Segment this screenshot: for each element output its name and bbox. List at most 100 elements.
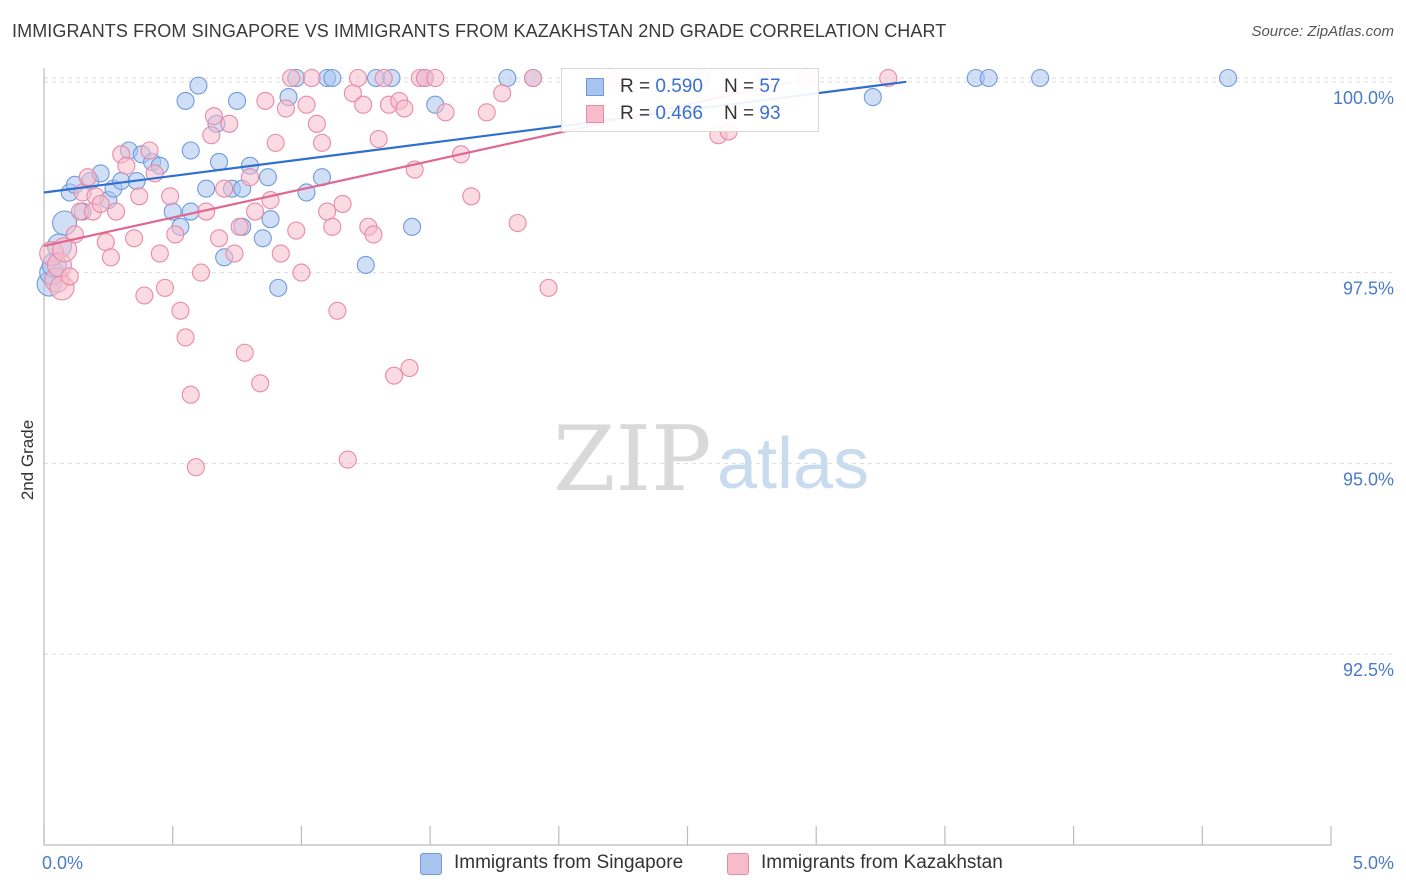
point-kazakhstan-81 <box>493 84 512 103</box>
point-kazakhstan-60 <box>338 450 357 469</box>
axis-layer <box>43 68 1332 846</box>
point-kazakhstan-51 <box>292 263 311 282</box>
point-kazakhstan-66 <box>369 130 388 149</box>
point-singapore-52 <box>863 88 882 107</box>
point-singapore-29 <box>228 91 247 110</box>
point-kazakhstan-40 <box>235 343 254 362</box>
y-tick-label-3: 92.5% <box>1343 660 1394 680</box>
tick-label-layer: 100.0% 97.5% 95.0% 92.5% 0.0% 5.0% <box>42 88 1394 873</box>
point-kazakhstan-63 <box>354 95 373 114</box>
legend-label-kazakhstan: Immigrants from Kazakhstan <box>761 852 1003 873</box>
point-kazakhstan-58 <box>328 301 347 320</box>
point-kazakhstan-53 <box>302 68 321 88</box>
watermark: ZIP atlas <box>553 407 869 512</box>
point-kazakhstan-50 <box>287 221 306 240</box>
point-kazakhstan-35 <box>209 229 229 248</box>
point-kazakhstan-79 <box>462 187 481 206</box>
point-kazakhstan-37 <box>220 114 239 133</box>
point-singapore-26 <box>209 152 229 172</box>
point-singapore-43 <box>356 255 375 275</box>
point-kazakhstan-47 <box>271 244 290 263</box>
point-singapore-54 <box>979 68 998 88</box>
point-kazakhstan-80 <box>477 103 496 122</box>
point-kazakhstan-57 <box>323 217 342 236</box>
y-tick-label-1: 97.5% <box>1343 279 1394 299</box>
point-kazakhstan-44 <box>256 91 275 110</box>
point-kazakhstan-18 <box>125 229 144 248</box>
point-singapore-56 <box>1218 68 1238 88</box>
point-singapore-42 <box>323 68 342 88</box>
point-kazakhstan-31 <box>191 263 211 282</box>
point-kazakhstan-71 <box>395 99 414 118</box>
watermark-atlas: atlas <box>717 424 869 504</box>
point-kazakhstan-20 <box>135 286 154 305</box>
point-singapore-22 <box>189 76 208 95</box>
point-kazakhstan-15 <box>107 202 126 221</box>
point-kazakhstan-67 <box>374 68 393 88</box>
point-kazakhstan-39 <box>230 217 249 236</box>
point-kazakhstan-43 <box>251 374 270 393</box>
n-value-kazakhstan: 93 <box>759 103 781 124</box>
point-singapore-24 <box>197 179 216 198</box>
point-singapore-20 <box>176 91 195 110</box>
point-kazakhstan-14 <box>101 248 120 267</box>
point-kazakhstan-5 <box>60 267 79 286</box>
legend-label-singapore: Immigrants from Singapore <box>454 852 684 873</box>
point-kazakhstan-59 <box>333 194 352 213</box>
point-kazakhstan-76 <box>426 68 445 88</box>
point-kazakhstan-19 <box>130 187 149 206</box>
point-kazakhstan-72 <box>400 358 419 378</box>
point-kazakhstan-12 <box>91 194 110 213</box>
point-kazakhstan-38 <box>225 244 244 263</box>
point-singapore-46 <box>403 217 422 236</box>
legend-swatch-singapore <box>420 853 442 875</box>
x-tick-label-1: 5.0% <box>1353 853 1394 873</box>
chart-source: Source: ZipAtlas.com <box>1251 23 1394 40</box>
point-kazakhstan-28 <box>176 328 195 347</box>
r-value-singapore: 0.590 <box>655 76 703 97</box>
stats-legend: R = 0.590 N = 57 R = 0.466 N = 93 <box>561 68 819 132</box>
point-kazakhstan-90 <box>879 68 898 88</box>
x-tick-label-0: 0.0% <box>42 853 83 873</box>
point-kazakhstan-13 <box>96 233 115 252</box>
point-kazakhstan-82 <box>508 213 527 233</box>
legend-swatch-kazakhstan <box>586 105 604 123</box>
point-singapore-33 <box>253 229 272 248</box>
point-kazakhstan-52 <box>297 95 316 114</box>
point-kazakhstan-17 <box>117 156 136 175</box>
point-kazakhstan-24 <box>155 278 175 297</box>
y-tick-label-2: 95.0% <box>1343 469 1394 489</box>
point-kazakhstan-54 <box>307 114 326 133</box>
point-kazakhstan-30 <box>186 458 205 477</box>
point-kazakhstan-69 <box>385 366 404 385</box>
point-singapore-21 <box>181 141 200 160</box>
points-layer <box>36 68 1238 477</box>
point-kazakhstan-46 <box>266 133 285 152</box>
point-kazakhstan-83 <box>524 68 543 88</box>
point-kazakhstan-62 <box>348 68 368 88</box>
point-kazakhstan-27 <box>171 301 190 320</box>
point-kazakhstan-41 <box>240 168 259 187</box>
point-singapore-36 <box>269 278 288 297</box>
point-kazakhstan-34 <box>204 107 223 126</box>
point-kazakhstan-21 <box>140 141 159 160</box>
point-singapore-55 <box>1031 68 1050 88</box>
series-legend: Immigrants from Singapore Immigrants fro… <box>0 851 1406 877</box>
watermark-zip: ZIP <box>553 407 712 512</box>
point-kazakhstan-42 <box>246 202 265 221</box>
point-kazakhstan-49 <box>282 68 301 88</box>
point-kazakhstan-56 <box>318 202 337 221</box>
point-kazakhstan-77 <box>436 103 455 122</box>
point-kazakhstan-23 <box>150 244 169 263</box>
point-kazakhstan-29 <box>181 385 200 404</box>
legend-swatch-kazakhstan <box>727 853 749 875</box>
n-value-singapore: 57 <box>759 76 781 97</box>
point-kazakhstan-36 <box>215 179 234 198</box>
point-singapore-34 <box>258 168 277 187</box>
point-kazakhstan-55 <box>312 133 332 152</box>
point-singapore-35 <box>261 210 280 229</box>
point-kazakhstan-26 <box>166 225 185 244</box>
point-singapore-49 <box>498 68 517 88</box>
point-kazakhstan-65 <box>364 225 383 244</box>
